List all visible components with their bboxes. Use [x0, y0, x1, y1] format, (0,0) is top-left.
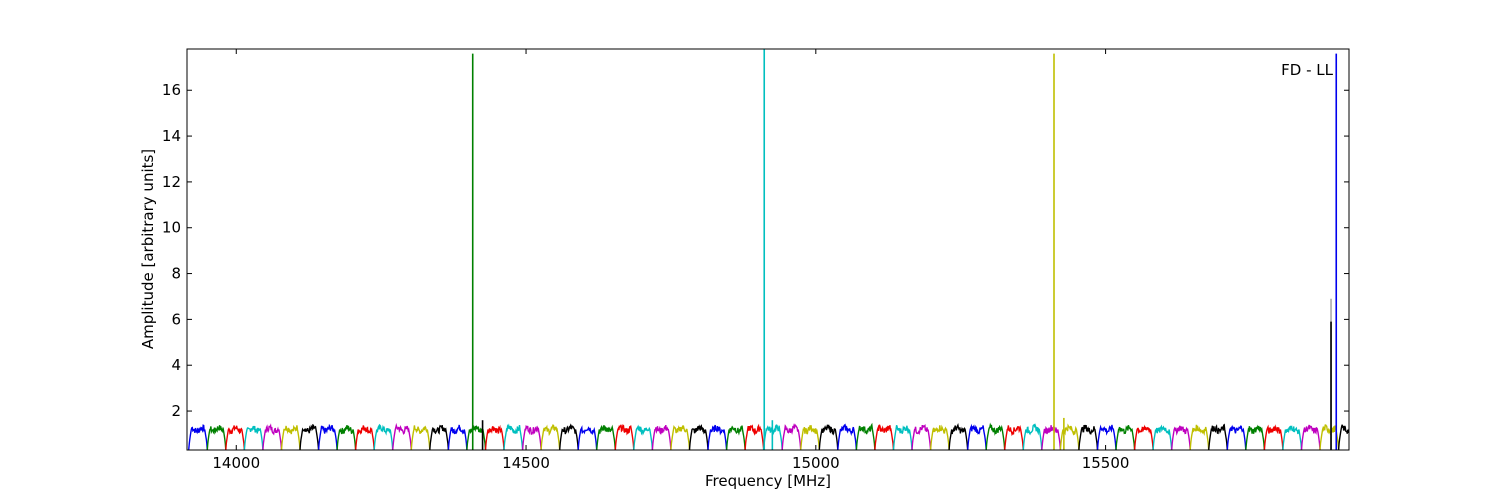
channel-passband [354, 425, 375, 450]
channel-passband [614, 424, 635, 450]
channel-passband [707, 424, 728, 450]
channel-passband [280, 424, 301, 450]
channel-passband [559, 423, 579, 450]
channel-passband [1171, 425, 1191, 450]
channel-passband [800, 425, 820, 450]
channel-passband [911, 424, 932, 450]
channel-passband [855, 422, 876, 450]
x-tick-label: 15000 [792, 454, 840, 472]
channel-passband [1152, 424, 1173, 450]
channel-passband [1245, 424, 1266, 450]
y-tick-label: 10 [162, 219, 181, 237]
channel-passband [1263, 424, 1284, 450]
channel-passband [1115, 425, 1136, 450]
channel-passband [1004, 424, 1024, 450]
x-tick-label: 15500 [1082, 454, 1130, 472]
channel-passband [1189, 424, 1210, 450]
channel-passband [1337, 424, 1349, 450]
y-tick-label: 14 [162, 127, 181, 145]
y-tick-label: 8 [171, 265, 181, 283]
channel-passband [410, 425, 431, 450]
channel-passband [1041, 425, 1062, 450]
channel-passband [1208, 423, 1228, 450]
channel-passband [188, 424, 208, 450]
plot-background [187, 49, 1349, 450]
channel-passband [688, 424, 709, 450]
channel-passband [336, 425, 357, 450]
channel-passband [1133, 424, 1154, 450]
x-tick-label: 14000 [212, 454, 260, 472]
channel-passband [596, 424, 616, 450]
channel-passband [206, 425, 227, 450]
tick-layer: 14000 14500 15000 15500 2 4 6 8 10 12 14 16 [162, 49, 1349, 472]
channel-passband [317, 423, 338, 450]
channel-passband [744, 423, 765, 450]
channel-passband [484, 424, 505, 450]
channel-passband [373, 423, 394, 450]
channel-passband [1078, 424, 1099, 450]
plot-frame [186, 48, 1350, 451]
channel-passband [577, 425, 598, 450]
channel-passband [651, 424, 672, 450]
channel-passband [948, 422, 969, 450]
channel-passband [837, 423, 858, 450]
channel-passband [1096, 424, 1117, 450]
channel-passband [1022, 423, 1043, 450]
y-axis-label: Amplitude [arbitrary units] [139, 149, 157, 349]
channel-passband [1300, 424, 1321, 450]
y-tick-label: 4 [171, 356, 181, 374]
channel-passband [633, 424, 654, 450]
channel-passband [243, 425, 264, 450]
channel-passband [967, 423, 987, 450]
channel-passband [1282, 425, 1303, 450]
y-tick-label: 16 [162, 81, 181, 99]
channel-passband [929, 424, 950, 450]
x-tick-label: 14500 [502, 454, 550, 472]
x-axis-label: Frequency [MHz] [705, 472, 831, 490]
channel-passband [540, 424, 561, 450]
y-tick-label: 2 [171, 402, 181, 420]
plot-annotation: FD - LL [1281, 61, 1333, 79]
channel-passband [429, 424, 450, 450]
channel-passband [818, 424, 839, 450]
channel-passband [447, 424, 468, 450]
channel-passband [670, 425, 691, 450]
channel-passband [225, 425, 246, 450]
channel-passband [392, 422, 412, 450]
channel-passband [1226, 424, 1247, 450]
spike-layer [471, 49, 1338, 450]
channel-passband [725, 425, 746, 450]
y-tick-label: 6 [171, 310, 181, 328]
channel-passband [985, 422, 1006, 450]
channel-passband [781, 423, 802, 450]
y-tick-label: 12 [162, 173, 181, 191]
channel-passband [262, 423, 283, 450]
channel-passband [503, 423, 524, 450]
channel-passband [299, 423, 320, 450]
channel-passband [521, 424, 542, 450]
series-layer [188, 422, 1349, 450]
channel-passband [892, 424, 913, 450]
channel-passband [874, 424, 895, 450]
